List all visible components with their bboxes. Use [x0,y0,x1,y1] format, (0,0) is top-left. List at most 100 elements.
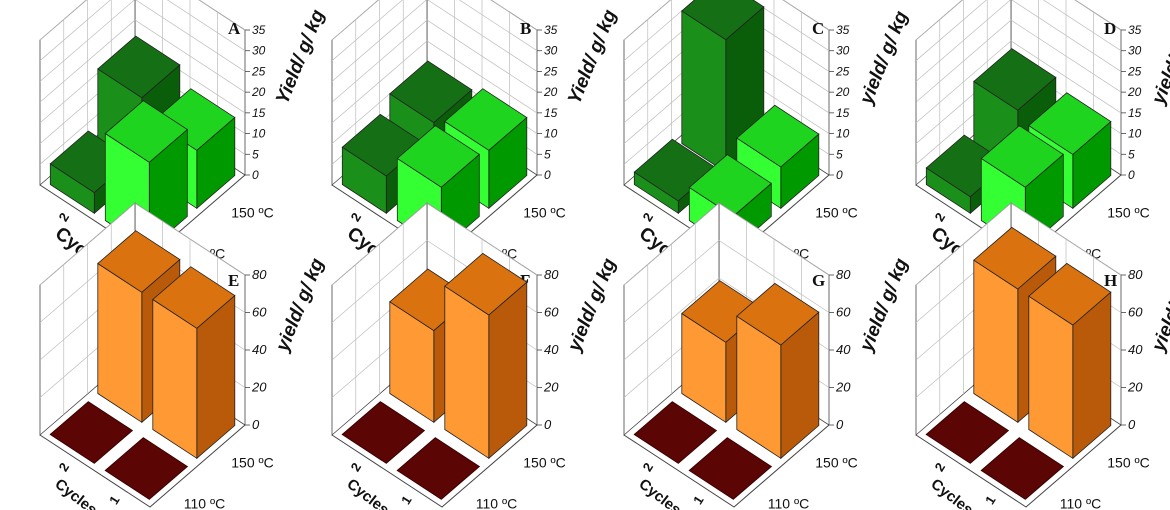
z-tick-label: 20 [543,380,559,395]
panel-letter: E [228,271,239,290]
gridline [623,0,830,61]
gridline [623,0,830,41]
z-tick-label: 5 [1128,147,1135,161]
z-tick-label: 80 [836,267,851,282]
gridline [623,240,830,323]
z-tick-label: 5 [252,147,259,161]
gridline [39,19,246,103]
bar-top [97,230,181,293]
cycles-tick-label: 1 [398,493,415,507]
temperature-tick-label: 150 ºC [523,455,565,471]
gridline [915,0,1122,61]
temperature-tick-label: 110 ºC [1060,496,1101,510]
z-tick-label: 0 [836,168,843,182]
bar-flat [980,437,1065,500]
z-tick-label: 25 [835,64,850,78]
z-tick-label: 60 [544,305,559,320]
gridline [39,0,246,82]
gridline [39,202,246,286]
gridline [623,0,830,82]
temperature-tick-label: 110 ºC [184,496,225,510]
z-tick-label: 15 [252,106,266,120]
gridline [915,0,1122,41]
z-tick-label: 0 [544,168,551,182]
temperature-tick-label: 150 ºC [523,205,565,221]
cycles-axis-title: Cycles [636,476,685,510]
bar-top [152,266,236,329]
z-tick-label: 30 [252,44,266,58]
z-tick-label: 0 [252,168,259,182]
z-tick-label: 15 [1128,106,1142,120]
bar-top [104,100,188,163]
panel-E: 0 20 40 60 80 yield/ g/ kg 110 ºC 150 ºC 1 2 Cycle… [39,202,329,510]
bar-flat [633,401,718,464]
bar-top [1028,92,1112,155]
z-axis-title: yield/ g/ kg [564,255,621,355]
z-tick-label: 10 [836,127,850,141]
bar-top [389,60,473,124]
panel-letter: H [1104,271,1117,290]
z-axis-title: yield/ g/ kg [272,255,329,355]
bar-top [681,0,765,41]
z-tick-label: 30 [836,44,850,58]
cycles-tick-label: 2 [56,460,73,474]
cycles-tick-label: 1 [690,493,707,507]
gridline [623,202,830,286]
gridline [331,202,538,286]
gridline [915,0,1122,82]
z-tick-label: 80 [252,267,267,282]
z-axis-title: Yield/ g/ kg [272,7,329,108]
bar-top [980,125,1064,188]
cycles-axis-title: Cycles [52,476,101,510]
bar-top [396,125,480,188]
temperature-tick-label: 150 ºC [231,205,273,221]
cycles-axis-title: Cycles [928,476,977,510]
gridline [39,0,246,61]
floor-edge [915,424,1122,508]
z-tick-label: 20 [251,380,267,395]
z-tick-label: 35 [1128,23,1142,37]
z-tick-label: 30 [1128,44,1142,58]
z-tick-label: 25 [251,64,266,78]
z-tick-label: 20 [543,85,558,99]
gridline [331,19,538,103]
z-tick-label: 0 [836,417,844,432]
z-tick-label: 20 [251,85,266,99]
panel-letter: D [1104,19,1116,38]
z-tick-label: 10 [544,127,558,141]
bar-front [444,285,490,460]
cycles-tick-label: 2 [348,460,365,474]
z-tick-label: 5 [544,147,551,161]
z-tick-label: 10 [252,127,266,141]
panel-letter: G [812,271,825,290]
z-tick-label: 20 [835,85,850,99]
temperature-tick-label: 150 ºC [1107,205,1149,221]
bar-top [973,48,1057,111]
gridline [915,202,1122,286]
z-axis-title: yield/ g/ kg [1148,8,1170,108]
z-tick-label: 60 [1128,305,1143,320]
z-tick-label: 0 [1128,417,1136,432]
panel-H: 0 20 40 60 80 yield/ g/ kg 110 ºC 150 ºC 1 2 Cycle… [915,202,1170,510]
cycles-tick-label: 1 [982,493,999,507]
z-tick-label: 35 [836,23,850,37]
z-tick-label: 40 [836,342,851,357]
bar-top [444,252,528,316]
bar-top [444,88,528,151]
bar-flat [396,437,481,500]
z-tick-label: 35 [544,23,558,37]
bar-top [973,226,1057,290]
z-tick-label: 60 [252,305,267,320]
floor-edge [39,424,246,508]
gridline [331,40,538,124]
z-axis-title: yield/ g/ kg [1148,255,1170,355]
z-tick-label: 80 [544,267,559,282]
z-tick-label: 40 [544,342,559,357]
z-tick-label: 20 [835,380,851,395]
z-tick-label: 0 [252,417,260,432]
z-axis-title: yield/ g/ kg [856,255,913,355]
gridline [331,0,538,82]
z-tick-label: 35 [252,23,266,37]
temperature-tick-label: 150 ºC [231,455,273,471]
